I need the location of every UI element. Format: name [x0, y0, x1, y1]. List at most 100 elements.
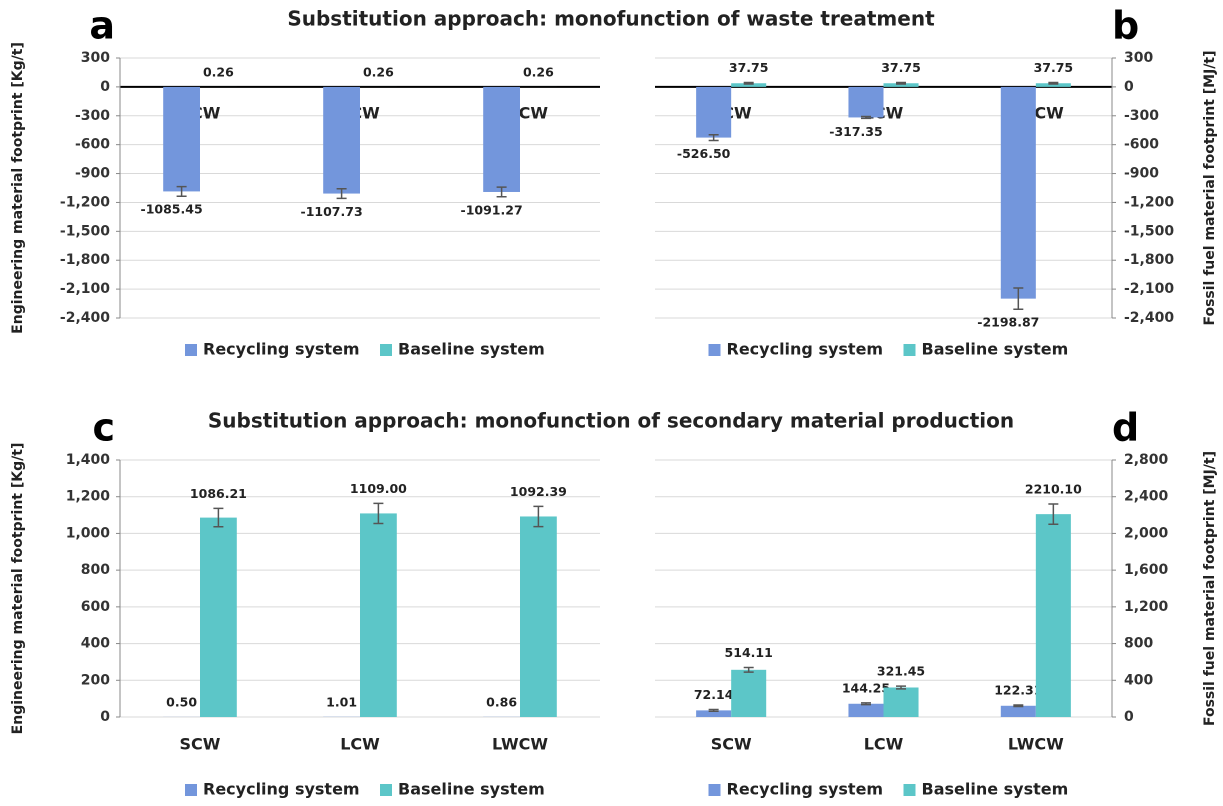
error-bar [1048, 503, 1059, 525]
category-label: LCW [864, 735, 904, 754]
panel-letter: d [1112, 406, 1139, 450]
y-tick-label: -2,400 [1124, 310, 1174, 326]
bar [848, 703, 884, 717]
y-tick-label: 200 [81, 672, 110, 688]
y-tick-label: -900 [75, 166, 110, 182]
y-tick-label: 1,400 [66, 452, 111, 468]
bar [696, 86, 732, 138]
legend-swatch [380, 344, 392, 356]
value-label: 122.31 [994, 683, 1042, 698]
bar [163, 86, 200, 192]
error-bar [896, 81, 907, 85]
value-label: 144.25 [842, 680, 890, 695]
bar [200, 517, 237, 717]
value-label: 2210.10 [1025, 482, 1082, 497]
value-label: -1107.73 [301, 204, 363, 219]
panel-letter: a [89, 4, 115, 48]
category-label: LCW [340, 735, 380, 754]
category-label: LWCW [492, 735, 548, 754]
value-label: 0.86 [486, 694, 517, 709]
legend-label: Recycling system [727, 780, 884, 799]
panel-letter: b [1112, 4, 1139, 48]
y-tick-label: 0 [1124, 79, 1134, 95]
error-bar [896, 685, 907, 690]
value-label: 514.11 [725, 645, 773, 660]
y-tick-label: -1,800 [60, 252, 110, 268]
error-bar [1048, 81, 1059, 85]
legend-swatch [708, 784, 721, 796]
legend-label: Baseline system [398, 780, 545, 799]
bar [520, 516, 557, 717]
legend-label: Recycling system [203, 780, 360, 799]
y-axis-label: Engineering material footprint [Kg/t] [10, 42, 26, 334]
category-label: SCW [180, 735, 221, 754]
legend-label: Recycling system [727, 340, 884, 359]
y-tick-label: 800 [1124, 636, 1153, 652]
legend-label: Baseline system [922, 780, 1069, 799]
legend-label: Baseline system [398, 340, 545, 359]
y-tick-label: 2,800 [1124, 452, 1169, 468]
y-tick-label: -1,200 [1124, 194, 1174, 210]
y-axis-label: Fossil fuel material footprint [MJ/t] [1202, 50, 1218, 325]
y-tick-label: 2,000 [1124, 525, 1169, 541]
bar [1000, 86, 1036, 299]
y-tick-label: 400 [1124, 672, 1153, 688]
legend-swatch [903, 784, 916, 796]
y-tick-label: 1,200 [1124, 599, 1169, 615]
y-tick-label: -300 [1124, 108, 1159, 124]
legend-label: Recycling system [203, 340, 360, 359]
bar [1035, 83, 1071, 87]
chart-title: Substitution approach: monofunction of s… [208, 409, 1014, 433]
legend-label: Baseline system [922, 340, 1069, 359]
y-tick-label: 600 [81, 599, 110, 615]
y-tick-label: 2,400 [1124, 489, 1169, 505]
y-tick-label: -600 [1124, 137, 1159, 153]
legend-swatch [185, 784, 197, 796]
error-bar [336, 187, 347, 200]
legend-swatch [185, 344, 197, 356]
error-bar [860, 702, 871, 706]
y-tick-label: 1,000 [66, 525, 111, 541]
category-label: LWCW [1008, 735, 1064, 754]
error-bar [496, 186, 507, 198]
error-bar [708, 708, 719, 713]
error-bar [176, 185, 187, 197]
value-label: 1109.00 [350, 481, 407, 496]
bar [696, 710, 732, 717]
error-bar [708, 133, 719, 142]
bar [1000, 705, 1036, 717]
error-bar [743, 81, 754, 85]
error-bar [1013, 704, 1024, 708]
value-label: 1086.21 [190, 486, 247, 501]
value-label: -526.50 [677, 146, 731, 161]
value-label: -317.35 [829, 124, 882, 139]
bar [323, 86, 360, 194]
legend-swatch [380, 784, 392, 796]
value-label: 37.75 [881, 60, 921, 75]
bar [360, 513, 397, 717]
y-tick-label: 1,600 [1124, 562, 1169, 578]
category-label: SCW [711, 735, 752, 754]
error-bar [743, 666, 754, 673]
bar [731, 83, 767, 87]
value-label: 1092.39 [510, 484, 567, 499]
value-label: 0.26 [203, 64, 234, 79]
y-tick-label: 300 [81, 50, 110, 66]
value-label: -2198.87 [977, 315, 1039, 330]
value-label: -1085.45 [141, 202, 203, 217]
value-label: 0.26 [523, 64, 554, 79]
y-tick-label: -300 [75, 108, 110, 124]
error-bar [1013, 287, 1024, 310]
y-tick-label: -1,500 [60, 223, 110, 239]
value-label: 0.50 [166, 694, 197, 709]
bar [483, 86, 520, 192]
y-tick-label: -1,500 [1124, 223, 1174, 239]
y-tick-label: 0 [1124, 709, 1134, 725]
value-label: -1091.27 [461, 202, 523, 217]
y-axis-label: Fossil fuel material footprint [MJ/t] [1202, 451, 1218, 726]
bar [1035, 514, 1071, 717]
y-tick-label: 400 [81, 636, 110, 652]
panel-letter: c [92, 406, 115, 450]
error-bar [533, 505, 544, 528]
